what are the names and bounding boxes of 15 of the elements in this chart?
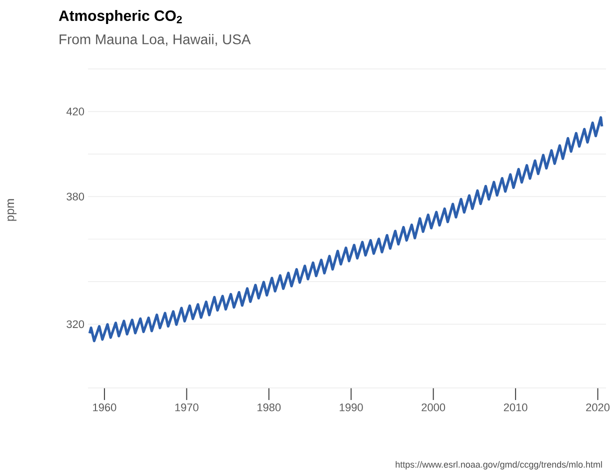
x-tick-label: 1990: [340, 404, 363, 412]
y-tick-label: 380: [66, 192, 84, 200]
y-tick-label: 420: [66, 108, 84, 116]
x-tick-label: 1970: [175, 404, 198, 412]
x-tick-label: 1980: [258, 404, 281, 412]
x-tick-label: 2020: [586, 404, 610, 412]
x-tick-label: 2000: [422, 404, 446, 412]
x-tick-label: 1960: [93, 404, 116, 412]
text: https://www.esrl.noaa.gov/gmd/ccgg/trends/mlo.html: [396, 461, 602, 470]
chart-title: Atmospheric CO$_{2}$: [58, 10, 182, 24]
line-series: [88, 116, 604, 342]
x-tick-label: 2010: [504, 404, 528, 412]
y-tick-label: 320: [66, 320, 84, 328]
chart-subtitle: From Mauna Loa, Hawaii, USA: [60, 34, 251, 46]
y-axis-title: ppm: [8, 199, 16, 221]
